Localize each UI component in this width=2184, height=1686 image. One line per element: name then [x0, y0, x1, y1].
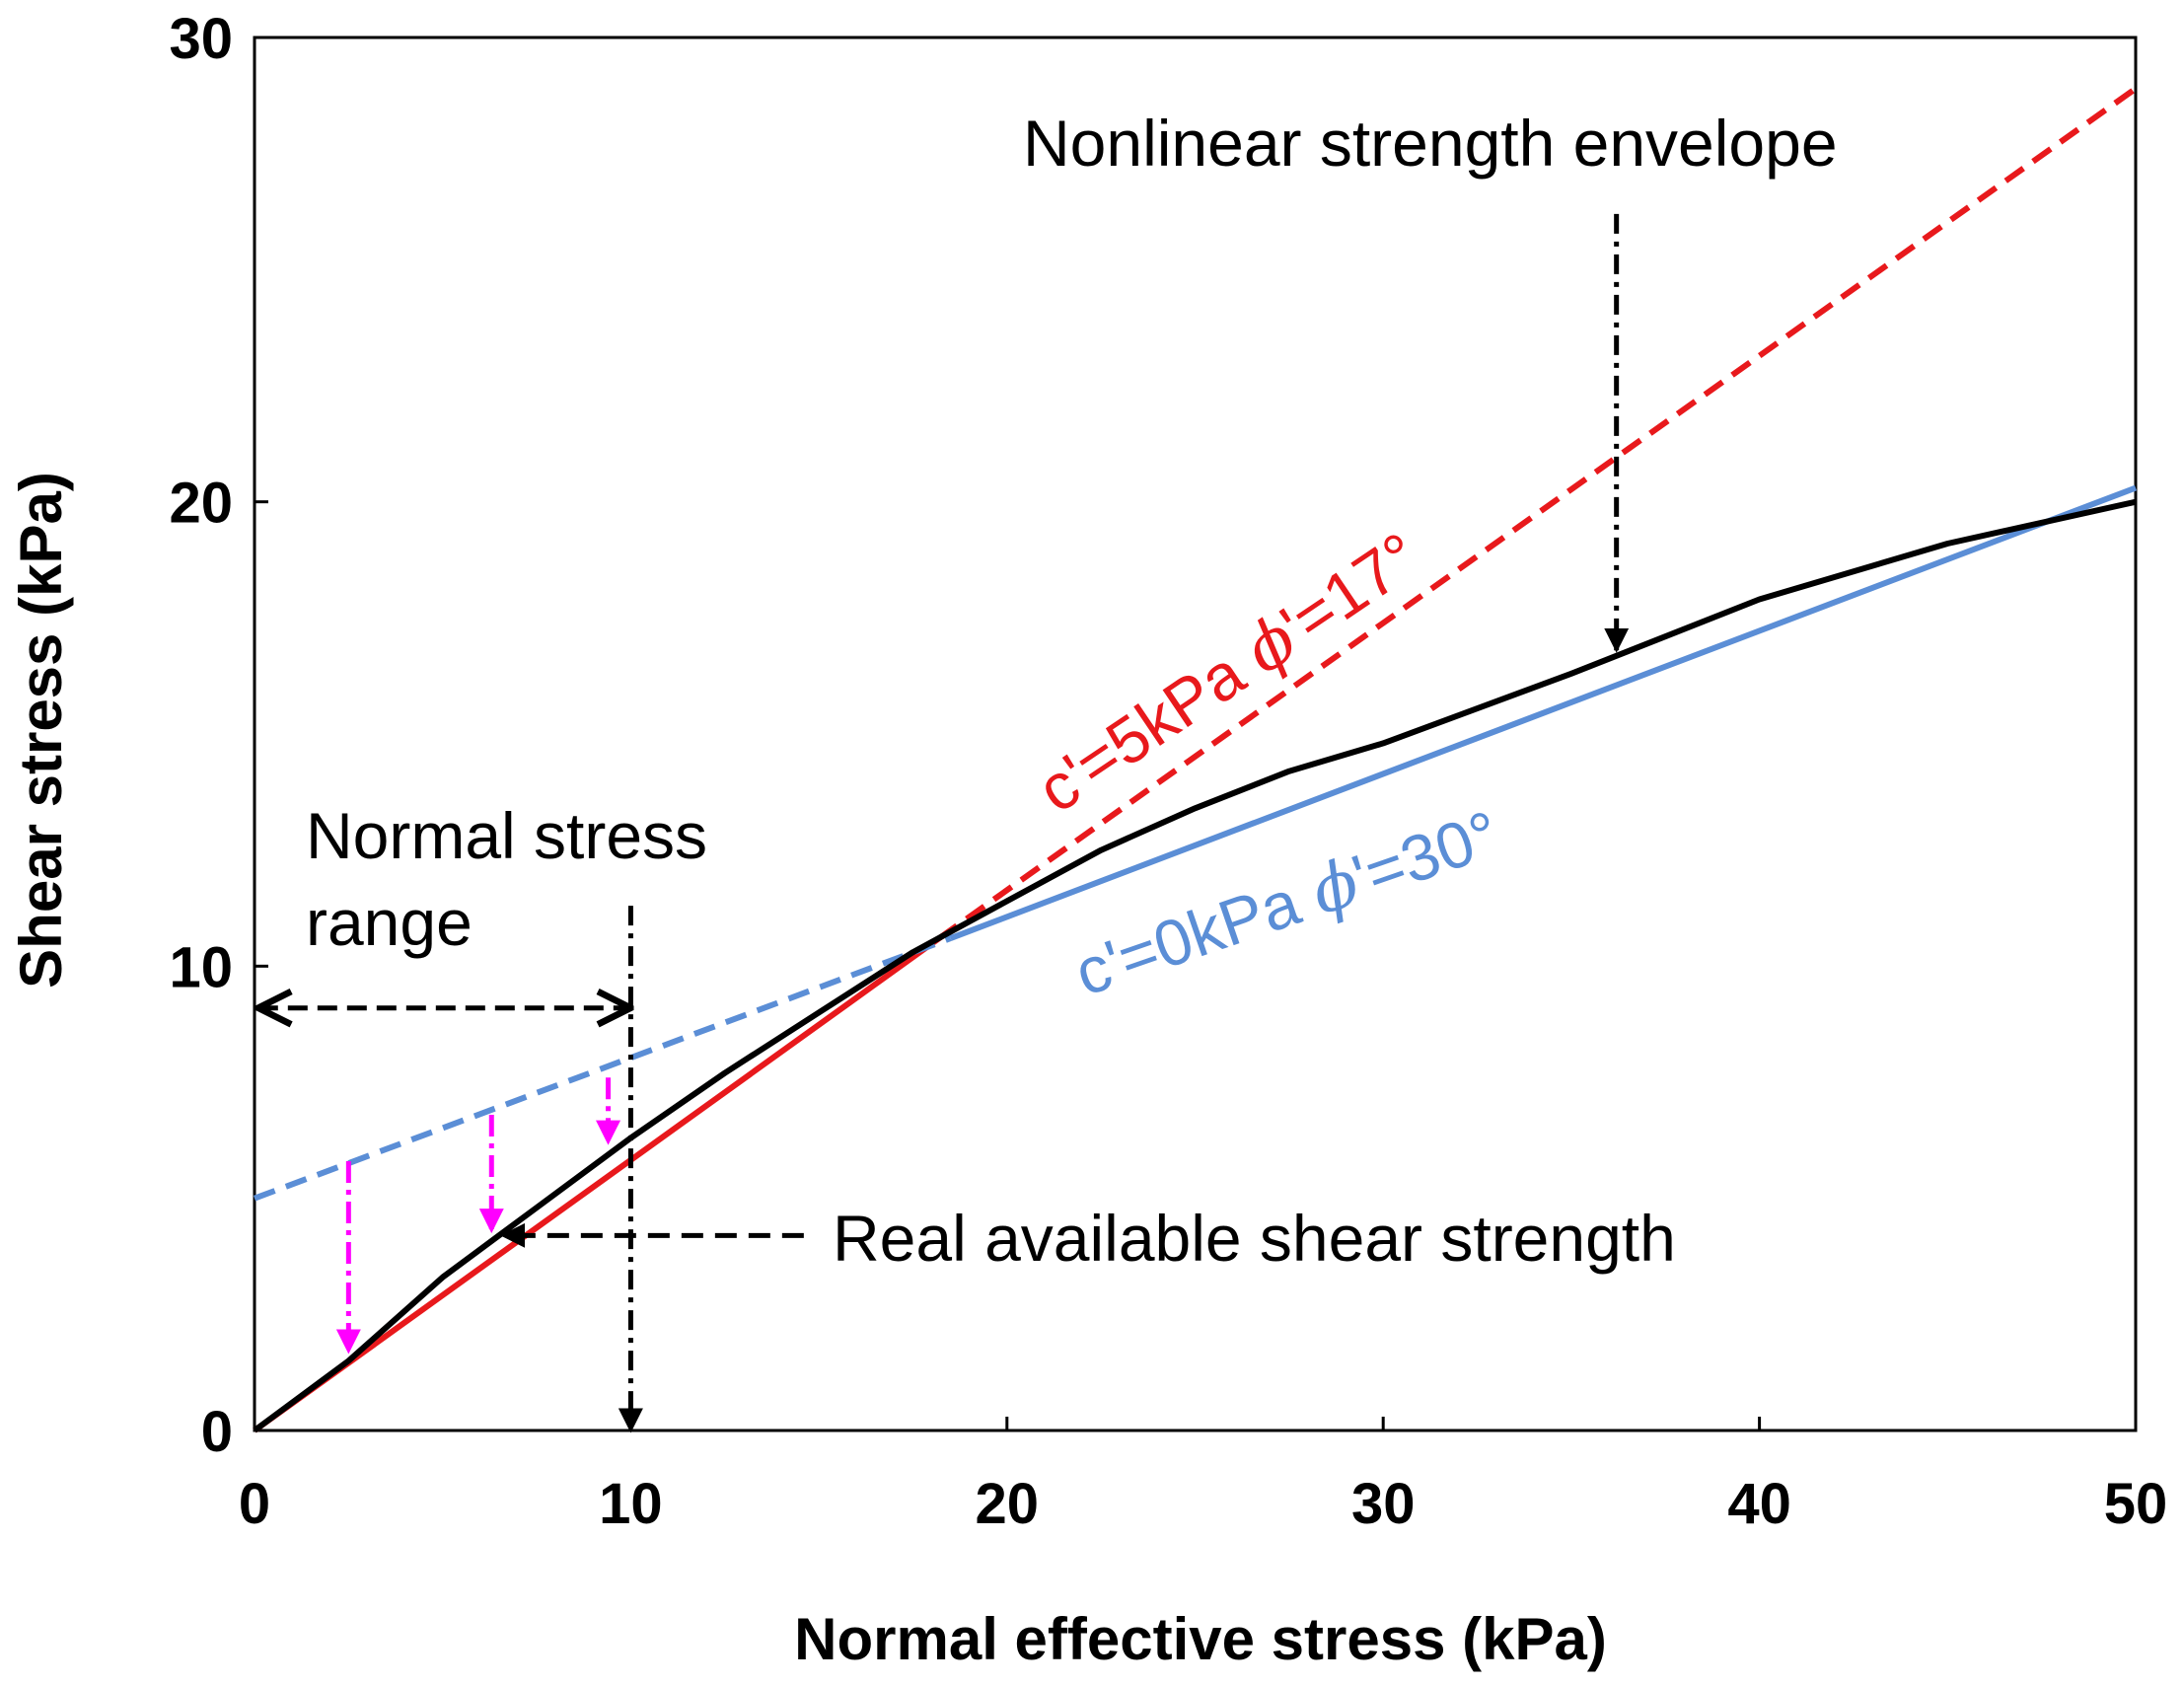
plot-frame	[253, 36, 2138, 1432]
x-tick-label: 20	[976, 1472, 1040, 1536]
red-envelope-label: c'=5kPa ϕ'=17°	[1024, 517, 1433, 828]
x-tick-label: 30	[1351, 1472, 1416, 1536]
red-envelope-line-solid	[253, 935, 941, 1433]
nonlinear-envelope-label: Nonlinear strength envelope	[1023, 107, 1838, 180]
y-tick-label: 30	[169, 7, 233, 71]
y-tick-label: 20	[169, 472, 233, 536]
real-shear-strength-label: Real available shear strength	[833, 1202, 1676, 1275]
normal-stress-range-label-line2: range	[306, 886, 473, 959]
blue-envelope-line-solid	[949, 484, 2138, 941]
annotation-layer	[258, 213, 1630, 1433]
y-tick-label: 10	[169, 935, 233, 999]
y-axis-title: Shear stress (kPa)	[8, 472, 74, 989]
red-label-prefix: c'=5kPa	[1024, 626, 1272, 827]
red-envelope-line-dashed	[937, 86, 2138, 941]
axis-ticks: 0 10 20 30 40 50 0 10 20 30	[169, 7, 2167, 1536]
x-tick-label: 50	[2104, 1472, 2168, 1536]
x-tick-label: 0	[239, 1472, 270, 1536]
normal-stress-range-label-line1: Normal stress	[306, 799, 707, 872]
y-tick-label: 0	[201, 1400, 233, 1464]
blue-envelope-line-dashed	[253, 935, 952, 1202]
plot-area	[253, 36, 2138, 1432]
x-tick-label: 10	[599, 1472, 663, 1536]
x-tick-label: 40	[1727, 1472, 1791, 1536]
blue-envelope-label: c'=0kPa ϕ'=30°	[1065, 795, 1508, 1011]
blue-label-suffix: '=30°	[1344, 796, 1508, 914]
x-axis-title: Normal effective stress (kPa)	[794, 1606, 1607, 1672]
